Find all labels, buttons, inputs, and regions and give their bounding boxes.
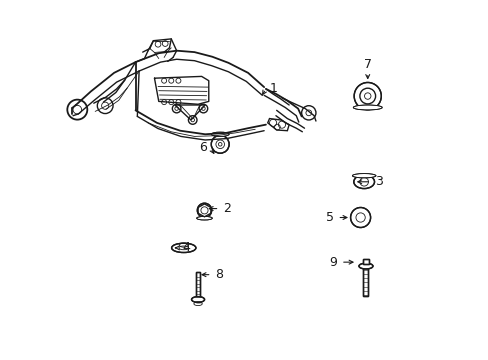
Text: 8: 8 (215, 268, 223, 281)
Ellipse shape (352, 105, 382, 110)
Bar (362, 259, 368, 264)
Ellipse shape (358, 263, 372, 269)
Text: 3: 3 (374, 175, 382, 188)
Text: 6: 6 (198, 141, 206, 154)
Text: 1: 1 (269, 82, 277, 95)
Bar (363, 267, 367, 296)
Ellipse shape (211, 132, 229, 136)
Text: 9: 9 (328, 256, 336, 269)
Bar (363, 267, 367, 296)
Ellipse shape (171, 243, 196, 252)
Circle shape (353, 82, 381, 110)
Ellipse shape (196, 216, 212, 220)
Bar (362, 259, 368, 264)
Circle shape (211, 135, 229, 153)
Text: 4: 4 (182, 241, 190, 255)
Text: 2: 2 (223, 202, 231, 215)
Text: 5: 5 (325, 211, 333, 224)
Circle shape (350, 207, 370, 228)
Ellipse shape (191, 297, 204, 302)
Ellipse shape (353, 175, 374, 189)
Circle shape (197, 203, 211, 217)
Text: 7: 7 (363, 58, 371, 72)
Bar (195, 272, 200, 302)
Bar (195, 272, 200, 302)
Ellipse shape (352, 174, 375, 178)
